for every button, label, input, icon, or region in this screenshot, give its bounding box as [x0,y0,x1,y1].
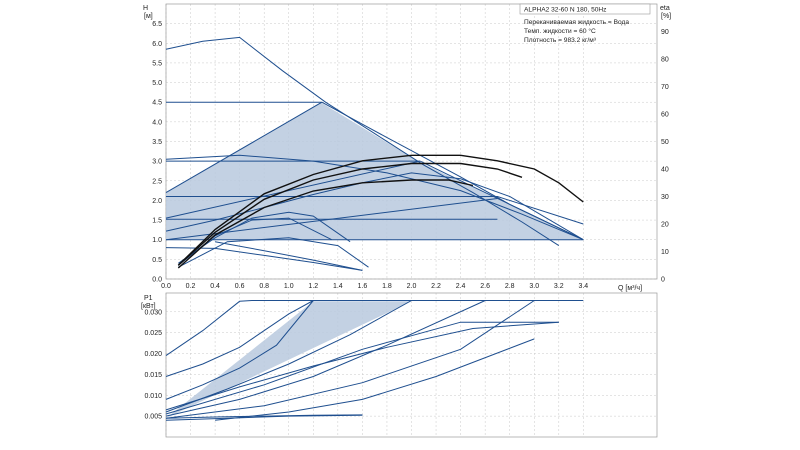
efficiency-curve-3 [177,179,474,269]
power-curve-1 [165,300,584,357]
power-tick-label: 0.025 [144,330,162,337]
head-tick-label: 3.0 [152,159,162,166]
head-tick-label: 0.0 [152,277,162,284]
eta-tick-label: 20 [661,222,669,229]
head-tick-label: 2.0 [152,198,162,205]
flow-tick-label: 2.8 [505,283,515,290]
flow-tick-label: 1.0 [284,283,294,290]
eta-axis-unit: [%] [661,13,671,20]
head-tick-label: 6.0 [152,41,162,48]
head-axis-label: H [143,5,148,12]
flow-tick-label: 2.0 [407,283,417,290]
eta-tick-label: 80 [661,57,669,64]
flow-tick-label: 2.2 [431,283,441,290]
head-tick-label: 1.0 [152,237,162,244]
head-tick-label: 6.5 [152,21,162,28]
flow-tick-label: 3.0 [529,283,539,290]
head-tick-label: 1.5 [152,218,162,225]
head-curve-18 [178,211,351,264]
bottom-plot-frame [165,292,658,438]
flow-tick-label: 1.4 [333,283,343,290]
flow-tick-label: 0.2 [186,283,196,290]
head-curve-14 [165,247,363,271]
head-tick-label: 0.5 [152,257,162,264]
eta-tick-label: 30 [661,194,669,201]
head-curve-15 [215,241,363,271]
power-tick-label: 0.020 [144,351,162,358]
flow-tick-label: 0.8 [259,283,269,290]
flow-tick-label: 3.2 [554,283,564,290]
power-curve-2 [165,300,314,377]
power-tick-label: 0.010 [144,393,162,400]
head-curve-13 [166,196,584,225]
head-tick-label: 4.0 [152,119,162,126]
eta-axis-label: eta [660,5,670,12]
eta-tick-label: 60 [661,112,669,119]
head-axis-unit: [м] [144,13,153,20]
head-tick-label: 5.0 [152,80,162,87]
head-curve-3 [165,101,323,194]
power-tick-label: 0.005 [144,414,162,421]
power-curve-3 [165,300,314,400]
flow-tick-label: 2.6 [480,283,490,290]
power-axis-label: P1 [144,295,153,302]
power-curve-5 [165,300,486,417]
head-curve-8 [165,154,584,241]
power-curve-8 [165,321,559,415]
head-curve-16 [178,237,369,268]
eta-tick-label: 50 [661,139,669,146]
info-line-temp: Темп. жидкости = 60 °C [524,27,596,35]
top-plot-frame [165,3,658,280]
power-operating-area [166,301,584,419]
flow-tick-label: 0.0 [161,283,171,290]
head-tick-label: 3.5 [152,139,162,146]
info-title-box [519,3,651,15]
head-tick-label: 5.5 [152,60,162,67]
flow-tick-label: 0.6 [235,283,245,290]
power-curve-7 [215,338,535,421]
flow-axis-label: Q [м³/ч] [618,285,642,292]
eta-tick-label: 90 [661,29,669,36]
power-curve-11 [165,414,363,421]
head-curve-6 [165,160,421,219]
power-axis-unit: [кВт] [141,303,156,310]
eta-tick-label: 40 [661,167,669,174]
info-line-fluid: Перекачиваемая жидкость = Вода [524,19,629,26]
flow-tick-label: 2.4 [456,283,466,290]
info-title: ALPHA2 32-60 N 180, 50Hz [524,7,606,14]
power-tick-label: 0.015 [144,372,162,379]
power-curve-6 [165,300,535,419]
power-tick-label: 0.030 [144,309,162,316]
efficiency-curve-2 [177,162,523,266]
flow-tick-label: 0.4 [210,283,220,290]
info-line-density: Плотность = 983.2 кг/м³ [524,37,597,44]
flow-tick-label: 1.2 [308,283,318,290]
eta-tick-label: 0 [661,277,665,284]
flow-tick-label: 1.8 [382,283,392,290]
eta-tick-label: 70 [661,84,669,91]
flow-tick-label: 1.6 [358,283,368,290]
head-tick-label: 4.5 [152,100,162,107]
efficiency-curve-1 [177,154,584,266]
eta-tick-label: 10 [661,249,669,256]
head-curve-7 [419,160,584,241]
flow-tick-label: 3.4 [578,283,588,290]
head-tick-label: 2.5 [152,178,162,185]
power-curve-9 [165,321,559,411]
